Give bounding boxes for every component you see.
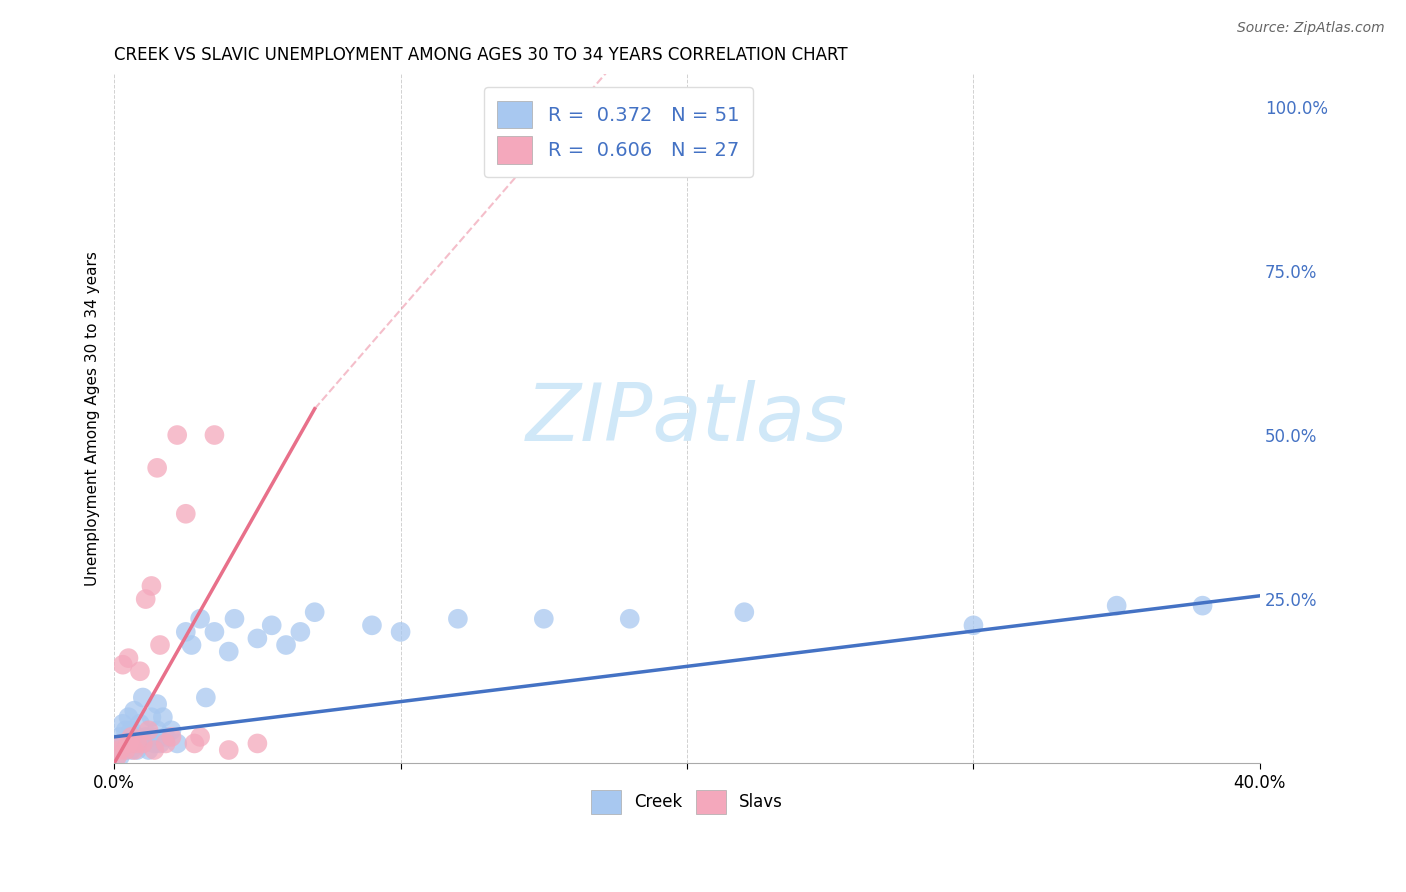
Point: [117, 710, 139, 724]
Point: [304, 605, 326, 619]
Point: [141, 730, 163, 744]
Text: Source: ZipAtlas.com: Source: ZipAtlas.com: [1237, 21, 1385, 35]
Point: [290, 624, 312, 639]
Point: [274, 638, 297, 652]
Point: [155, 730, 177, 744]
Point: [1105, 599, 1128, 613]
Point: [122, 704, 145, 718]
Point: [146, 697, 169, 711]
Point: [260, 618, 283, 632]
Point: [146, 460, 169, 475]
Point: [166, 736, 188, 750]
Point: [218, 644, 240, 658]
Point: [146, 723, 169, 738]
Point: [122, 736, 145, 750]
Point: [111, 736, 134, 750]
Point: [1191, 599, 1213, 613]
Point: [117, 736, 139, 750]
Point: [166, 428, 188, 442]
Point: [127, 730, 149, 744]
Point: [174, 507, 197, 521]
Point: [108, 743, 131, 757]
Point: [135, 592, 157, 607]
Point: [389, 624, 412, 639]
Point: [120, 743, 142, 757]
Point: [188, 730, 211, 744]
Point: [111, 716, 134, 731]
Point: [962, 618, 984, 632]
Point: [138, 723, 160, 738]
Point: [111, 736, 134, 750]
Point: [114, 743, 136, 757]
Point: [122, 743, 145, 757]
Point: [105, 749, 128, 764]
Point: [183, 736, 205, 750]
Point: [174, 624, 197, 639]
Point: [218, 743, 240, 757]
Point: [138, 743, 160, 757]
Point: [114, 723, 136, 738]
Point: [117, 736, 139, 750]
Point: [160, 723, 183, 738]
Point: [111, 657, 134, 672]
Point: [132, 736, 155, 750]
Point: [447, 612, 470, 626]
Point: [120, 723, 142, 738]
Legend: Creek, Slavs: Creek, Slavs: [581, 780, 793, 823]
Point: [246, 632, 269, 646]
Y-axis label: Unemployment Among Ages 30 to 34 years: Unemployment Among Ages 30 to 34 years: [86, 252, 100, 586]
Point: [120, 730, 142, 744]
Point: [246, 736, 269, 750]
Point: [132, 690, 155, 705]
Point: [127, 736, 149, 750]
Point: [149, 638, 172, 652]
Point: [180, 638, 202, 652]
Point: [132, 736, 155, 750]
Point: [129, 716, 152, 731]
Point: [533, 612, 555, 626]
Point: [188, 612, 211, 626]
Point: [204, 624, 226, 639]
Point: [149, 736, 172, 750]
Point: [129, 665, 152, 679]
Point: [619, 612, 641, 626]
Point: [141, 710, 163, 724]
Point: [361, 618, 384, 632]
Point: [141, 579, 163, 593]
Point: [194, 690, 217, 705]
Point: [127, 743, 149, 757]
Point: [733, 605, 755, 619]
Point: [143, 736, 166, 750]
Point: [152, 710, 174, 724]
Point: [105, 743, 128, 757]
Point: [160, 730, 183, 744]
Point: [108, 730, 131, 744]
Point: [114, 743, 136, 757]
Point: [204, 428, 226, 442]
Point: [108, 749, 131, 764]
Point: [135, 730, 157, 744]
Point: [224, 612, 246, 626]
Text: CREEK VS SLAVIC UNEMPLOYMENT AMONG AGES 30 TO 34 YEARS CORRELATION CHART: CREEK VS SLAVIC UNEMPLOYMENT AMONG AGES …: [114, 46, 848, 64]
Point: [143, 743, 166, 757]
Point: [117, 651, 139, 665]
Text: ZIPatlas: ZIPatlas: [526, 380, 848, 458]
Point: [155, 736, 177, 750]
